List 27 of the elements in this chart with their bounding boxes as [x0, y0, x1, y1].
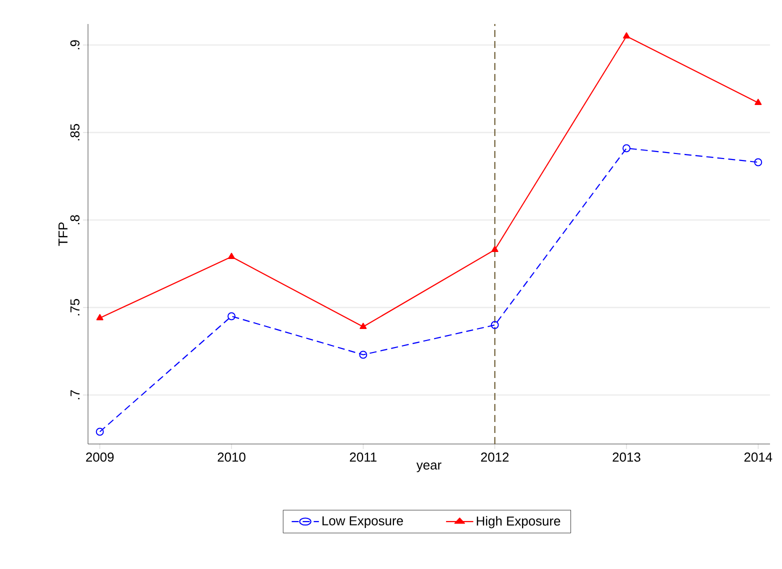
- point: [228, 252, 236, 259]
- point: [228, 312, 236, 320]
- x-tick-label: 2013: [612, 452, 640, 462]
- y-tick-label: .85: [70, 124, 80, 140]
- y-tick-label: .7: [70, 390, 80, 400]
- x-tick-label: 2014: [744, 452, 772, 462]
- point: [360, 322, 367, 329]
- point: [96, 314, 104, 320]
- y-tick-label: .8: [70, 215, 80, 224]
- y-tick-label: .75: [70, 299, 80, 316]
- point: [754, 98, 762, 105]
- point: [96, 428, 104, 436]
- point: [754, 158, 762, 166]
- point: [491, 246, 498, 252]
- x-tick-label: 2010: [218, 452, 246, 462]
- y-axis-title: TFP: [58, 222, 68, 246]
- y-tick-label: .9: [70, 40, 80, 50]
- x-tick-label: 2011: [350, 452, 376, 462]
- point: [622, 144, 630, 152]
- point: [622, 32, 630, 38]
- point: [359, 350, 368, 359]
- legend-label: Low Exposure: [322, 516, 403, 528]
- x-axis-title: year: [416, 462, 442, 472]
- x-tick-label: 2009: [86, 452, 114, 462]
- x-tick-label: 2012: [481, 452, 509, 462]
- legend-label: High Exposure: [476, 516, 560, 528]
- point: [490, 321, 499, 329]
